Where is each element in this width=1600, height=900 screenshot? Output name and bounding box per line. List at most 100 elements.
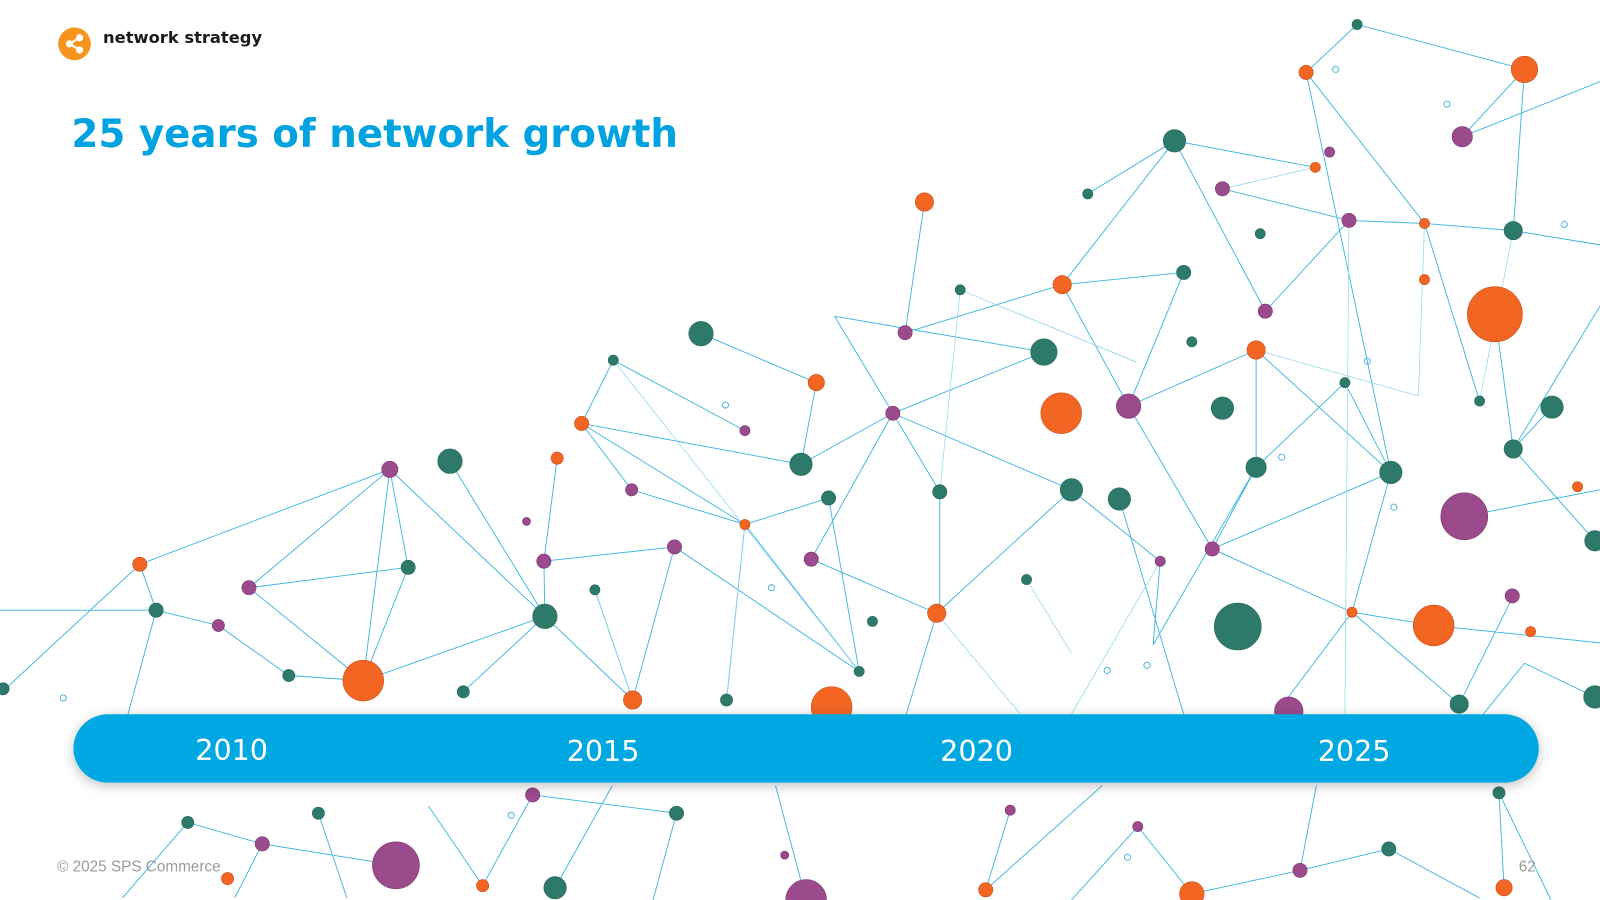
network-node-hollow xyxy=(59,694,67,702)
network-node xyxy=(1492,786,1506,800)
network-node xyxy=(1419,274,1430,285)
network-node xyxy=(437,448,463,474)
network-node xyxy=(780,850,790,860)
network-node xyxy=(927,603,947,623)
network-node xyxy=(1257,303,1273,319)
copyright: © 2025 SPS Commerce xyxy=(57,858,220,875)
network-node xyxy=(148,602,164,618)
network-node xyxy=(1254,228,1266,240)
network-node xyxy=(688,321,714,347)
network-node xyxy=(1503,221,1523,241)
share-glyph xyxy=(65,34,84,54)
network-node xyxy=(897,325,913,341)
network-node xyxy=(1467,286,1523,343)
network-node xyxy=(1379,460,1403,484)
timeline-year: 2010 xyxy=(195,733,268,767)
network-node xyxy=(1525,626,1537,638)
network-node xyxy=(241,580,257,596)
network-node xyxy=(1298,65,1314,80)
network-node xyxy=(1215,181,1230,197)
network-node xyxy=(867,616,878,627)
network-node xyxy=(254,836,270,852)
network-node xyxy=(132,556,148,572)
network-node-hollow xyxy=(1278,453,1286,461)
network-node xyxy=(1021,574,1032,585)
network-node-hollow xyxy=(1123,853,1132,861)
network-node xyxy=(607,354,619,366)
network-node xyxy=(915,192,934,212)
network-node xyxy=(522,517,531,526)
timeline-year: 2025 xyxy=(1318,734,1391,768)
network-node xyxy=(1210,396,1234,420)
network-node xyxy=(1292,862,1308,878)
network-node xyxy=(1495,879,1513,897)
network-node xyxy=(1440,492,1489,541)
network-node xyxy=(532,603,558,629)
network-node xyxy=(1030,338,1058,366)
network-node xyxy=(667,539,682,555)
network-node xyxy=(789,452,813,476)
network-node xyxy=(978,882,994,898)
network-node-hollow xyxy=(1143,661,1151,669)
network-node xyxy=(1107,487,1131,511)
network-node xyxy=(1324,146,1335,158)
network-node xyxy=(589,584,601,596)
network-node xyxy=(372,841,420,890)
network-node xyxy=(1503,439,1523,459)
network-node xyxy=(885,405,901,421)
network-node xyxy=(381,460,399,478)
network-node-hollow xyxy=(1332,65,1340,73)
network-node xyxy=(1213,602,1262,651)
network-node-hollow xyxy=(1560,220,1568,229)
network-node xyxy=(720,693,733,707)
network-node xyxy=(803,551,819,567)
network-node xyxy=(1059,478,1083,502)
network-node xyxy=(1204,541,1220,557)
page-number: 62 xyxy=(1519,858,1536,875)
network-node xyxy=(669,805,684,821)
network-node xyxy=(1052,275,1072,295)
network-node xyxy=(342,659,384,702)
network-node xyxy=(221,872,234,885)
network-node xyxy=(1162,129,1187,153)
network-node xyxy=(1186,336,1198,348)
network-node xyxy=(1346,606,1358,618)
network-node xyxy=(1510,55,1539,83)
network-node xyxy=(739,519,751,530)
network-node xyxy=(954,284,966,296)
network-node xyxy=(1572,481,1583,493)
network-node xyxy=(625,483,639,497)
network-node xyxy=(456,685,470,699)
network-node xyxy=(0,682,10,696)
network-node xyxy=(574,416,590,431)
network-node-hollow xyxy=(1103,666,1111,674)
timeline-year: 2015 xyxy=(567,734,640,768)
slide-title: 25 years of network growth xyxy=(71,112,678,157)
network-node xyxy=(1082,188,1094,200)
network-node xyxy=(1040,392,1082,434)
network-node xyxy=(400,559,416,575)
network-node xyxy=(525,787,541,803)
network-node xyxy=(1132,821,1144,832)
network-node xyxy=(1339,377,1351,389)
network-node xyxy=(476,879,490,893)
network-node xyxy=(1474,395,1485,407)
network-node xyxy=(211,619,225,632)
timeline-bar xyxy=(73,714,1539,783)
network-node xyxy=(1381,841,1397,857)
network-node xyxy=(1116,393,1142,419)
network-node xyxy=(1179,881,1205,900)
network-node xyxy=(1176,265,1192,280)
network-node xyxy=(1246,340,1266,360)
header-label: network strategy xyxy=(103,28,262,47)
network-node xyxy=(1540,395,1564,419)
network-node xyxy=(853,666,865,677)
network-node xyxy=(1449,694,1469,714)
network-node xyxy=(821,490,837,506)
network-links xyxy=(0,24,1600,900)
network-node xyxy=(311,806,325,820)
network-node xyxy=(1419,218,1430,229)
network-node xyxy=(1412,604,1455,647)
